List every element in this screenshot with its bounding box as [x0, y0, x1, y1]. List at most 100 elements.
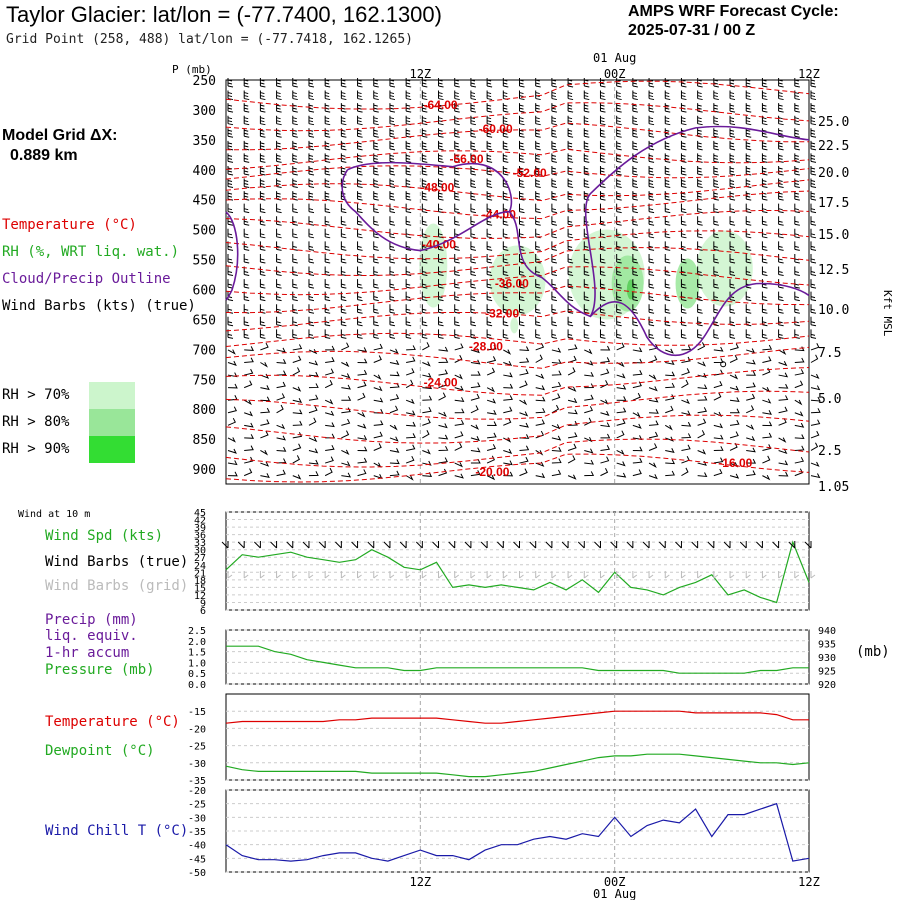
wind-barb	[373, 128, 379, 138]
wind-barb	[454, 103, 460, 113]
wind-barb	[487, 432, 497, 439]
wind-barb	[778, 253, 784, 264]
wind-barb	[503, 360, 513, 367]
wind-barb	[794, 178, 800, 189]
wind-barb	[389, 140, 396, 151]
wind-barb	[389, 115, 396, 126]
cloud-outline-dot	[720, 361, 727, 368]
wind-barb	[405, 77, 412, 88]
isotherm	[225, 346, 810, 369]
wind-barb	[502, 140, 509, 151]
legend-wind-speed: Wind Spd (kts)	[45, 528, 164, 544]
panel-ytick: 27	[194, 553, 206, 564]
wind-barb	[551, 90, 557, 101]
wind-barb	[713, 423, 723, 429]
wind-barb	[389, 279, 396, 289]
wind-barb	[664, 165, 671, 176]
wind-barb	[243, 203, 250, 214]
panel-ytick: 0.5	[188, 669, 206, 680]
wind-barb	[405, 316, 412, 327]
wind-barb	[243, 115, 250, 126]
wind-barb	[454, 316, 460, 327]
wind-barb	[389, 447, 400, 453]
time-label-bottom: 00Z	[604, 875, 626, 889]
wind-barb	[665, 348, 674, 354]
wind-barb	[308, 406, 318, 414]
wind-barb	[551, 381, 562, 389]
wind-barb	[535, 407, 546, 414]
wind-barb	[762, 474, 771, 481]
wind-barb	[648, 355, 658, 363]
wind-barb	[584, 371, 594, 377]
wind-barb	[227, 216, 234, 226]
wind-barb	[373, 191, 379, 201]
wind-barb	[503, 471, 514, 477]
isotherm	[225, 230, 810, 260]
wind-barb	[244, 357, 254, 363]
wind-barb	[292, 279, 298, 289]
wind-barb	[519, 316, 525, 327]
wind-barb	[454, 343, 464, 351]
wind-barb	[535, 203, 541, 214]
wind-barb	[260, 407, 271, 414]
isotherm-label: -16.00	[718, 456, 752, 470]
height-tick: 25.0	[818, 115, 849, 130]
legend-precip: Precip (mm)	[45, 612, 138, 628]
wind-barb	[438, 253, 444, 264]
wind-barb	[583, 253, 590, 264]
wind-barb	[535, 316, 541, 327]
wind-barb	[632, 253, 638, 264]
wind-barb	[810, 430, 820, 439]
date-label-bottom: 01 Aug	[593, 887, 636, 900]
height-tick: 1.05	[818, 480, 849, 495]
wind-barb	[470, 370, 481, 376]
wind-barb	[810, 165, 817, 176]
wind-barb	[421, 329, 428, 339]
wind-barb	[567, 386, 577, 392]
wind-barb	[292, 386, 302, 392]
wind-barb	[616, 472, 627, 478]
wind-barb	[794, 357, 805, 364]
panel-ytick: 45	[194, 508, 206, 519]
wind-barb	[259, 128, 266, 138]
wind-barb	[292, 77, 298, 88]
wind-barb	[794, 266, 800, 277]
wind-barb	[535, 354, 543, 363]
date-label-top: 01 Aug	[593, 51, 636, 65]
wind-barb	[794, 422, 805, 428]
wind-barb	[713, 446, 724, 451]
wind-barb	[276, 329, 282, 339]
panel-ytick: 1.0	[188, 658, 206, 669]
wind-barb	[357, 381, 367, 389]
wind-barb	[697, 178, 703, 189]
wind-barb	[389, 178, 396, 189]
sfc-barb-grid	[405, 571, 411, 579]
rh-shading-3	[696, 230, 753, 307]
wind-barb	[713, 165, 719, 176]
pressure-tick: 850	[193, 433, 216, 448]
wind-barb	[599, 115, 606, 126]
wind-barb	[405, 128, 412, 138]
wind-barb	[665, 360, 675, 366]
wind-barb	[730, 408, 740, 414]
wind-barb	[794, 253, 800, 264]
wind-barb	[632, 203, 638, 214]
wind-barb	[486, 191, 493, 201]
wind-barb	[681, 368, 690, 376]
wind-barb	[324, 316, 331, 327]
wind-barb	[502, 165, 509, 176]
wind-barb	[276, 359, 287, 364]
sfc-barb-true	[464, 541, 472, 549]
wind-barb	[486, 444, 497, 451]
wind-barb	[519, 279, 525, 289]
wind-barb	[535, 473, 546, 479]
wind-barb	[503, 349, 512, 355]
wind-barb	[551, 370, 562, 376]
wind-barb	[778, 153, 784, 163]
wind-barb	[227, 316, 234, 327]
wind-barb	[324, 253, 331, 264]
wind-barb	[422, 430, 430, 439]
panel-ytick: -30	[188, 813, 206, 824]
wind-barb	[308, 348, 318, 355]
sfc-barb-grid	[340, 571, 346, 579]
